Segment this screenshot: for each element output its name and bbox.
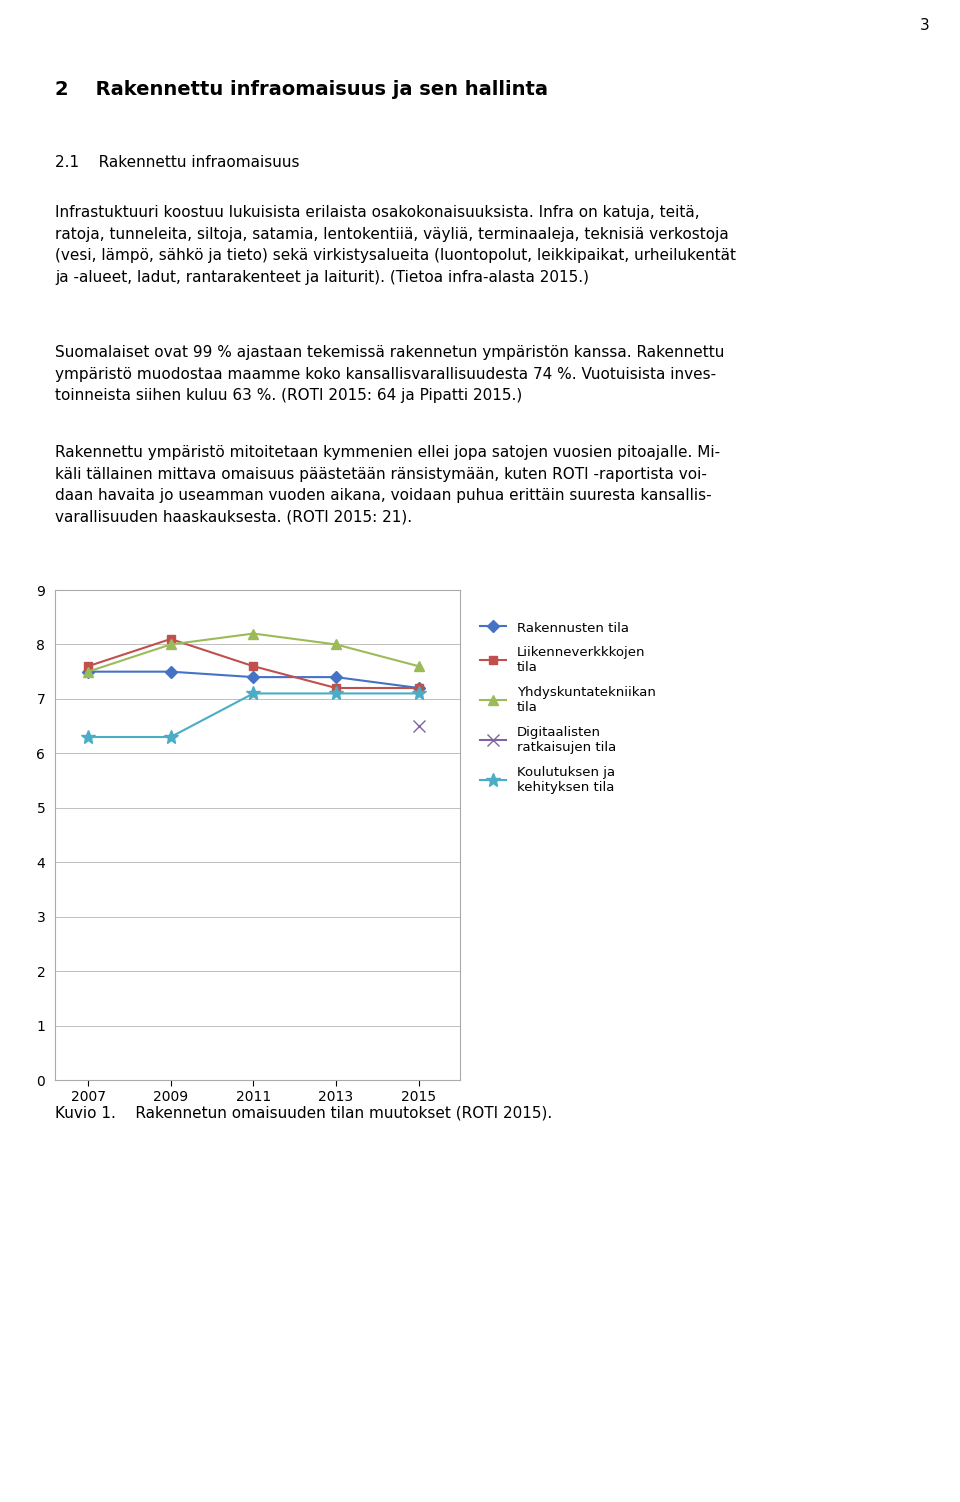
Liikenneverkkkojen
tila: [413, 679, 424, 697]
Koulutuksen ja
kehityksen tila: [83, 728, 94, 746]
Text: Rakennettu ympäristö mitoitetaan kymmenien ellei jopa satojen vuosien pitoajalle: Rakennettu ympäristö mitoitetaan kymmeni…: [55, 445, 720, 524]
Text: Suomalaiset ovat 99 % ajastaan tekemissä rakennetun ympäristön kanssa. Rakennett: Suomalaiset ovat 99 % ajastaan tekemissä…: [55, 345, 725, 403]
Rakennusten tila: [248, 668, 259, 686]
Rakennusten tila: [83, 662, 94, 680]
Liikenneverkkkojen
tila: [83, 658, 94, 676]
Line: Liikenneverkkkojen
tila: Liikenneverkkkojen tila: [84, 635, 422, 692]
Yhdyskuntatekniikan
tila: [248, 625, 259, 643]
Line: Yhdyskuntatekniikan
tila: Yhdyskuntatekniikan tila: [84, 629, 423, 676]
Rakennusten tila: [165, 662, 177, 680]
Liikenneverkkkojen
tila: [248, 658, 259, 676]
Liikenneverkkkojen
tila: [165, 629, 177, 647]
Yhdyskuntatekniikan
tila: [83, 662, 94, 680]
Koulutuksen ja
kehityksen tila: [413, 685, 424, 703]
Yhdyskuntatekniikan
tila: [413, 658, 424, 676]
Koulutuksen ja
kehityksen tila: [165, 728, 177, 746]
Liikenneverkkkojen
tila: [330, 679, 342, 697]
Text: Infrastuktuuri koostuu lukuisista erilaista osakokonaisuuksista. Infra on katuja: Infrastuktuuri koostuu lukuisista erilai…: [55, 204, 736, 285]
Legend: Rakennusten tila, Liikenneverkkkojen
tila, Yhdyskuntatekniikan
tila, Digitaalist: Rakennusten tila, Liikenneverkkkojen til…: [480, 622, 656, 795]
Rakennusten tila: [413, 679, 424, 697]
Yhdyskuntatekniikan
tila: [330, 635, 342, 653]
Koulutuksen ja
kehityksen tila: [248, 685, 259, 703]
Text: Kuvio 1.    Rakennetun omaisuuden tilan muutokset (ROTI 2015).: Kuvio 1. Rakennetun omaisuuden tilan muu…: [55, 1105, 552, 1120]
Koulutuksen ja
kehityksen tila: [330, 685, 342, 703]
Line: Koulutuksen ja
kehityksen tila: Koulutuksen ja kehityksen tila: [81, 686, 425, 743]
Text: 3: 3: [921, 18, 930, 33]
Yhdyskuntatekniikan
tila: [165, 635, 177, 653]
Text: 2    Rakennettu infraomaisuus ja sen hallinta: 2 Rakennettu infraomaisuus ja sen hallin…: [55, 80, 548, 99]
Text: 2.1    Rakennettu infraomaisuus: 2.1 Rakennettu infraomaisuus: [55, 155, 300, 170]
Rakennusten tila: [330, 668, 342, 686]
Line: Rakennusten tila: Rakennusten tila: [84, 667, 422, 692]
